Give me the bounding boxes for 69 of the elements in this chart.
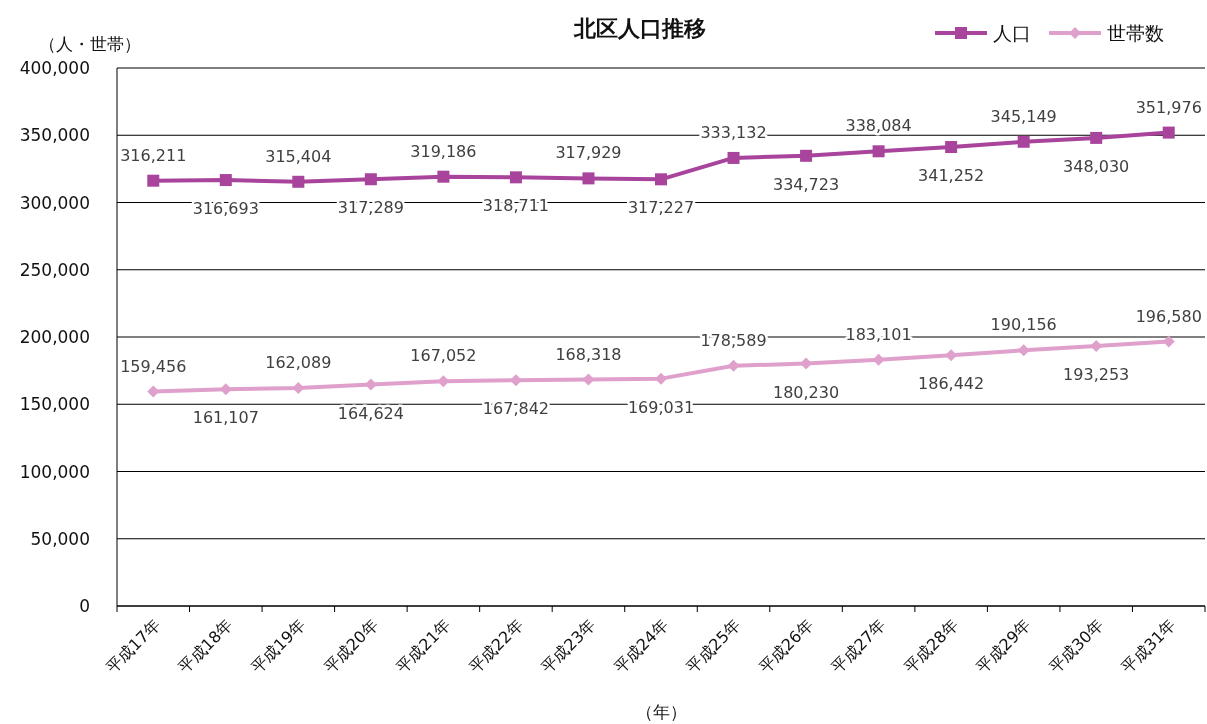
y-tick-label: 350,000: [19, 125, 90, 146]
x-tick-label: 平成27年: [827, 615, 890, 678]
y-tick-label: 200,000: [19, 327, 90, 347]
data-label: 315,404: [265, 146, 332, 166]
y-axis-title: （人・世帯）: [39, 34, 141, 54]
data-label: 338,084: [845, 116, 912, 136]
point: [1162, 126, 1175, 139]
x-tick-label: 平成23年: [537, 615, 600, 678]
x-tick-label: 平成22年: [464, 615, 527, 678]
data-label: 193,253: [1063, 365, 1130, 385]
x-tick-label: 平成29年: [972, 615, 1035, 678]
x-tick-label: 平成19年: [247, 615, 310, 678]
point: [582, 172, 595, 185]
y-tick-label: 400,000: [19, 58, 90, 78]
data-label: 159,456: [120, 356, 187, 376]
legend-label: 世帯数: [1107, 22, 1164, 44]
data-label: 186,442: [918, 374, 985, 394]
point: [727, 151, 740, 164]
y-tick-label: 250,000: [19, 259, 90, 280]
point: [945, 141, 958, 154]
data-label: 317,289: [337, 198, 404, 218]
x-tick-label: 平成20年: [319, 615, 382, 678]
x-tick-label: 平成18年: [174, 615, 237, 678]
x-tick-label: 平成25年: [682, 615, 745, 678]
data-label: 196,580: [1135, 306, 1202, 326]
x-axis-title: （年）: [635, 702, 687, 722]
point: [509, 171, 522, 184]
data-label: 161,107: [192, 408, 259, 428]
data-label: 334,723: [772, 174, 840, 194]
data-label: 164,624: [337, 403, 404, 423]
y-tick-label: 0: [79, 596, 90, 616]
point: [1017, 135, 1030, 148]
data-label: 317,227: [627, 198, 695, 218]
data-label: 190,156: [990, 315, 1057, 335]
y-tick-label: 50,000: [30, 528, 90, 549]
x-tick-label: 平成17年: [102, 615, 165, 678]
legend-label: 人口: [993, 22, 1031, 44]
data-label: 317,929: [555, 143, 622, 163]
chart-title: 北区人口推移: [573, 16, 706, 41]
data-label: 168,318: [555, 344, 622, 364]
data-label: 345,149: [990, 106, 1057, 126]
data-label: 167,842: [482, 399, 550, 419]
x-tick-label: 平成24年: [610, 615, 672, 678]
point: [800, 149, 813, 162]
y-tick-label: 300,000: [19, 192, 90, 213]
data-label: 316,693: [192, 199, 259, 219]
x-tick-label: 平成30年: [1045, 615, 1108, 678]
point: [437, 170, 450, 183]
y-tick-label: 150,000: [19, 394, 90, 415]
x-tick-label: 平成28年: [900, 615, 962, 678]
point: [219, 174, 232, 187]
data-label: 162,089: [265, 352, 332, 372]
x-tick-label: 平成21年: [392, 615, 455, 678]
point: [292, 175, 305, 188]
data-label: 348,030: [1063, 156, 1130, 176]
data-label: 180,230: [772, 382, 840, 402]
data-label: 316,211: [120, 145, 187, 165]
x-tick-label: 平成26年: [755, 615, 817, 678]
x-tick-label: 平成31年: [1117, 615, 1180, 678]
point: [1090, 131, 1103, 144]
point: [655, 173, 667, 186]
data-label: 167,052: [410, 346, 477, 366]
y-tick-label: 100,000: [19, 461, 90, 482]
data-label: 341,252: [918, 166, 985, 186]
data-label: 351,976: [1135, 97, 1202, 117]
point: [147, 174, 160, 187]
point: [364, 173, 377, 186]
point: [872, 145, 885, 158]
data-label: 319,186: [410, 141, 477, 161]
